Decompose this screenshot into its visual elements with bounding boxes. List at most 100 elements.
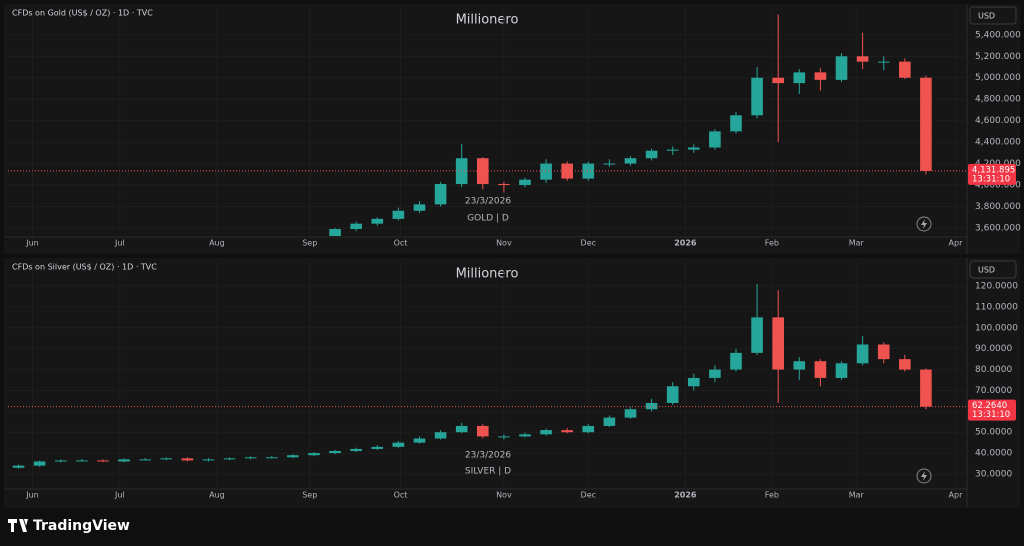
candle-body (899, 61, 911, 78)
y-tick-label: 5,400.000 (975, 30, 1021, 40)
candle-body (582, 425, 595, 433)
y-tick-label: 5,000.000 (975, 73, 1021, 83)
x-tick-label: Apr (949, 239, 964, 248)
candle-body (603, 417, 616, 426)
x-tick-label: Nov (496, 239, 512, 248)
candle-body (498, 436, 510, 438)
candle-body (118, 459, 130, 462)
candle-body (202, 459, 215, 461)
candle-body (899, 359, 911, 370)
watermark: Millionero (456, 13, 519, 28)
price-label: 62.2640 (972, 401, 1007, 411)
currency-label[interactable]: USD (978, 12, 995, 21)
candle-body (920, 369, 932, 407)
candle-body (751, 77, 763, 116)
candle-body (793, 361, 806, 370)
candle-body (582, 163, 595, 179)
candle-body (687, 377, 700, 387)
candle-body (12, 465, 25, 468)
candle-body (709, 369, 721, 378)
candle-body (308, 453, 320, 456)
candle-body (181, 458, 194, 461)
candle-body (856, 56, 869, 62)
candle-body (814, 72, 827, 80)
y-tick-label: 110.0000 (975, 302, 1018, 312)
candle-body (687, 147, 700, 150)
candle-body (139, 459, 151, 461)
candle-body (76, 460, 88, 462)
candle-body (329, 451, 341, 454)
x-tick-label: Jul (114, 239, 125, 248)
candle-body (287, 455, 299, 458)
candle-body (877, 61, 890, 63)
candle-body (835, 363, 848, 378)
x-tick-label: Dec (581, 239, 596, 248)
x-tick-label: Oct (394, 239, 408, 248)
x-tick-label: Jul (114, 491, 125, 500)
footer-logo: TradingView (8, 518, 130, 534)
y-tick-label: 4,600.000 (975, 116, 1021, 126)
candle-body (561, 163, 573, 179)
replay-icon[interactable] (916, 216, 932, 232)
y-tick-label: 5,200.000 (975, 52, 1021, 62)
chart-header: CFDs on Gold (US$ / OZ) · 1D · TVC (12, 9, 153, 18)
y-tick-label: 40.0000 (975, 449, 1012, 459)
price-label: 4,131.895 (972, 165, 1015, 175)
y-tick-label: 100.0000 (975, 323, 1018, 333)
replay-icon-bolt (921, 471, 927, 481)
candle-body (666, 386, 679, 403)
y-tick-label: 3,600.000 (975, 223, 1021, 233)
y-tick-label: 4,400.000 (975, 138, 1021, 148)
x-tick-label: Feb (765, 491, 779, 500)
candle-body (265, 457, 278, 459)
candle-body (772, 77, 785, 84)
y-tick-label: 70.0000 (975, 386, 1012, 396)
currency-button[interactable] (969, 6, 1017, 25)
date-note: 23/3/2026 (465, 451, 511, 461)
x-tick-label: Feb (765, 239, 779, 248)
candle-body (244, 457, 257, 459)
y-tick-label: 4,000.000 (975, 181, 1021, 191)
candle-body (223, 458, 236, 460)
candle-body (519, 179, 531, 186)
y-tick-label: 30.0000 (975, 470, 1012, 480)
candle-body (561, 430, 573, 433)
candle-body (793, 72, 806, 84)
x-tick-label: Aug (209, 491, 225, 500)
currency-button[interactable] (969, 260, 1017, 279)
y-tick-label: 90.0000 (975, 344, 1012, 354)
y-tick-label: 120.0000 (975, 282, 1018, 292)
candle-body (413, 438, 426, 443)
candle-body (498, 183, 510, 186)
candle-body (730, 352, 742, 370)
candle-body (434, 432, 447, 439)
candle-body (835, 56, 848, 80)
price-label-box (968, 163, 1016, 185)
x-tick-label: Sep (302, 491, 317, 500)
candle-body (54, 460, 67, 462)
candle-body (540, 430, 552, 435)
candle-body (540, 163, 552, 180)
candle-body (666, 149, 679, 151)
x-tick-label: Jun (25, 491, 39, 500)
silver-panel (4, 258, 1020, 508)
candle-body (856, 344, 869, 364)
candle-body (730, 115, 742, 132)
x-tick-label: 2026 (674, 491, 697, 500)
candle-body (350, 448, 362, 452)
replay-icon[interactable] (916, 468, 932, 484)
candle-body (33, 461, 46, 466)
x-tick-label: Sep (302, 239, 317, 248)
candle-body (709, 131, 721, 148)
y-tick-label: 3,800.000 (975, 202, 1021, 212)
candle-body (392, 442, 405, 447)
candle-body (519, 434, 531, 437)
replay-icon-bolt (921, 219, 927, 229)
candle-body (645, 402, 658, 410)
date-note: 23/3/2026 (465, 197, 511, 207)
currency-label[interactable]: USD (978, 266, 995, 275)
logo-mark (8, 519, 28, 532)
x-tick-label: Aug (209, 239, 225, 248)
